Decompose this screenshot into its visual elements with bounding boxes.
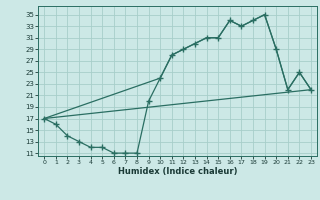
X-axis label: Humidex (Indice chaleur): Humidex (Indice chaleur) [118,167,237,176]
